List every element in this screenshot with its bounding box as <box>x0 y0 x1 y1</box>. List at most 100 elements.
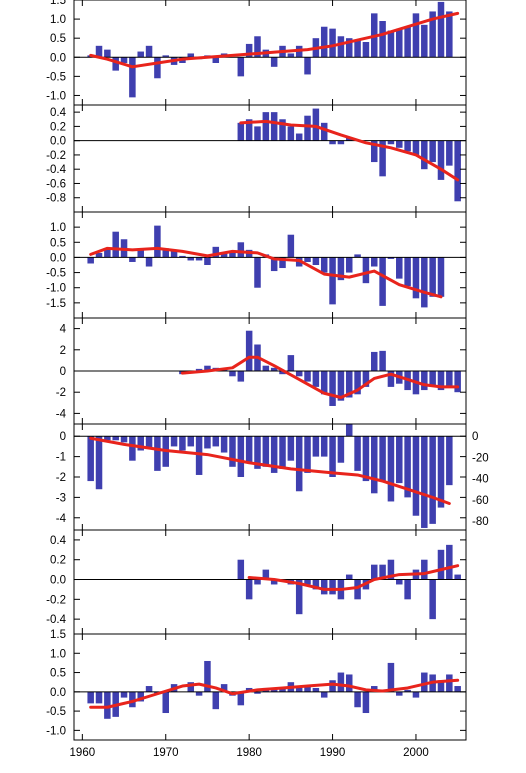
bar <box>204 365 211 371</box>
x-tick-label: 1980 <box>236 747 262 759</box>
bar <box>137 691 144 702</box>
bar <box>329 579 336 595</box>
y-tick-label: 0.2 <box>50 555 66 567</box>
bar <box>154 436 161 471</box>
bar <box>337 36 345 58</box>
bar <box>329 371 336 406</box>
bar <box>345 257 353 273</box>
bar <box>387 662 395 692</box>
bar <box>437 140 445 180</box>
bar <box>396 691 403 696</box>
bar <box>379 436 386 482</box>
bar <box>279 119 286 141</box>
bar <box>245 579 253 600</box>
bar <box>87 691 94 704</box>
y-tick-label: 1.0 <box>50 648 66 660</box>
bar <box>304 579 311 585</box>
bar <box>187 436 195 447</box>
bar <box>429 11 436 58</box>
bar <box>270 579 278 585</box>
bar <box>345 674 353 692</box>
bar <box>312 371 320 387</box>
bar <box>112 231 119 258</box>
bar <box>129 257 136 262</box>
bar <box>295 436 303 492</box>
bar <box>379 564 386 580</box>
bar <box>137 248 144 258</box>
bar <box>95 436 103 490</box>
bar <box>371 257 378 267</box>
x-tick-label: 1970 <box>153 747 179 759</box>
y2-tick-label: 0 <box>472 431 478 443</box>
y-tick-label: -1.0 <box>46 725 66 737</box>
bar <box>104 248 111 258</box>
bar <box>270 112 278 141</box>
trend-line <box>89 678 460 709</box>
bar <box>137 436 144 451</box>
bar <box>437 436 445 508</box>
bar <box>95 45 103 58</box>
bar <box>254 36 261 58</box>
bar <box>304 686 311 692</box>
bar <box>345 38 353 58</box>
bar <box>337 257 345 281</box>
bar <box>312 108 320 141</box>
bar <box>204 660 211 692</box>
panel-1: 1.5 1.0 0.5 0.0 -0.5 -1.0 <box>46 0 467 106</box>
bar <box>245 119 253 141</box>
bar <box>412 140 420 155</box>
bar <box>320 371 328 395</box>
bar <box>329 436 336 477</box>
bar <box>237 57 245 77</box>
y-tick-label: -1 <box>56 452 66 464</box>
bar <box>104 49 111 58</box>
bar <box>145 257 153 267</box>
bar <box>137 51 144 58</box>
bar <box>412 13 420 58</box>
y-tick-label: -0.5 <box>46 71 66 83</box>
bar <box>421 24 428 58</box>
bar <box>95 252 103 258</box>
bar <box>379 257 386 306</box>
bar <box>254 257 261 288</box>
y-tick-label: -1.0 <box>46 90 66 102</box>
bar <box>279 257 286 269</box>
bar <box>287 234 295 258</box>
bar <box>387 559 395 580</box>
bar <box>279 371 286 375</box>
y-tick-label: 0 <box>60 366 66 378</box>
y2-tick-label: -20 <box>472 452 489 464</box>
bar <box>87 257 94 264</box>
bar <box>154 225 161 258</box>
bar <box>237 559 245 580</box>
trend-line <box>180 355 460 399</box>
bar <box>162 248 169 258</box>
bar <box>104 436 111 441</box>
bar <box>129 691 136 708</box>
bar <box>446 371 453 387</box>
y-tick-label: 1.0 <box>50 222 66 234</box>
bar <box>312 257 320 265</box>
bar <box>329 140 336 145</box>
y-tick-label: -0.2 <box>46 594 66 606</box>
bar <box>396 257 403 279</box>
bar <box>295 579 303 615</box>
bar <box>312 687 320 692</box>
bar <box>429 579 436 620</box>
y-tick-label: 2 <box>60 345 66 357</box>
bar <box>320 122 328 141</box>
bar <box>446 140 453 166</box>
bar <box>212 691 220 710</box>
bar <box>337 140 345 145</box>
bar <box>312 436 320 457</box>
bar <box>446 436 453 486</box>
bar <box>295 133 303 141</box>
bar <box>287 436 295 461</box>
y-tick-label: 0.4 <box>50 107 67 119</box>
trend-line <box>89 436 451 505</box>
bar <box>329 257 336 305</box>
y-tick-label: 1.0 <box>50 14 66 26</box>
y-tick-label: -0.4 <box>46 614 66 626</box>
bar <box>320 579 328 595</box>
y-tick-label: 0.5 <box>50 33 66 45</box>
